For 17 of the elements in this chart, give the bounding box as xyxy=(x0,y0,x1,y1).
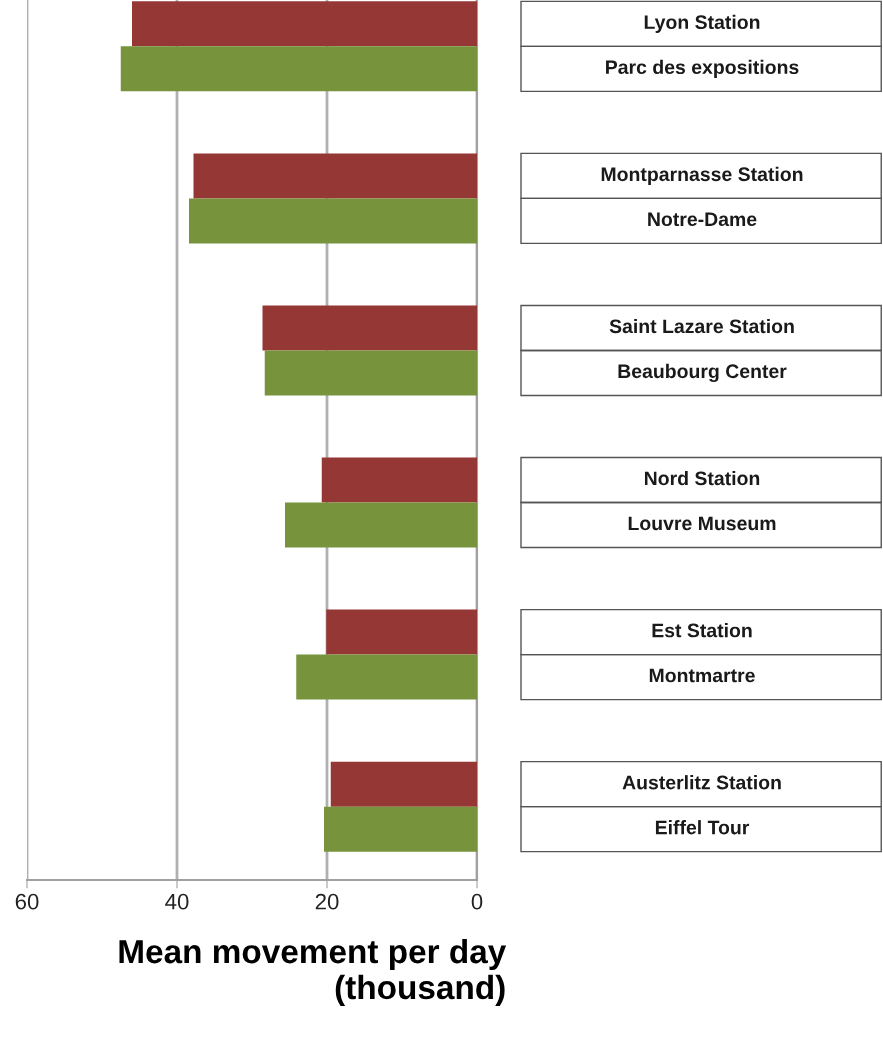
x-tick-label: 20 xyxy=(315,893,339,910)
y-tick-label: Eiffel Tour xyxy=(655,820,750,835)
y-tick-label: Montmartre xyxy=(649,668,755,683)
y-tick-label: Parc des expositions xyxy=(606,59,799,78)
y-tick-label: Austerlitz Station xyxy=(622,775,781,790)
y-tick-label: Saint Lazare Station xyxy=(609,318,794,334)
y-tick-label: Lyon Station xyxy=(644,14,760,33)
y-tick-label: Louvre Museum xyxy=(628,516,776,531)
y-tick-label: Est Station xyxy=(652,623,752,638)
y-tick-label: Nord Station xyxy=(644,470,760,486)
x-tick-label: 0 xyxy=(471,893,483,910)
x-tick-label: 60 xyxy=(15,893,39,910)
x-axis-title: Mean movement per day (thousand) xyxy=(119,938,507,1006)
y-tick-label: Montparnasse Station xyxy=(601,166,803,185)
y-tick-label: Beaubourg Center xyxy=(618,363,787,383)
y-tick-label: Notre-Dame xyxy=(648,212,757,227)
x-tick-label: 40 xyxy=(165,893,189,910)
